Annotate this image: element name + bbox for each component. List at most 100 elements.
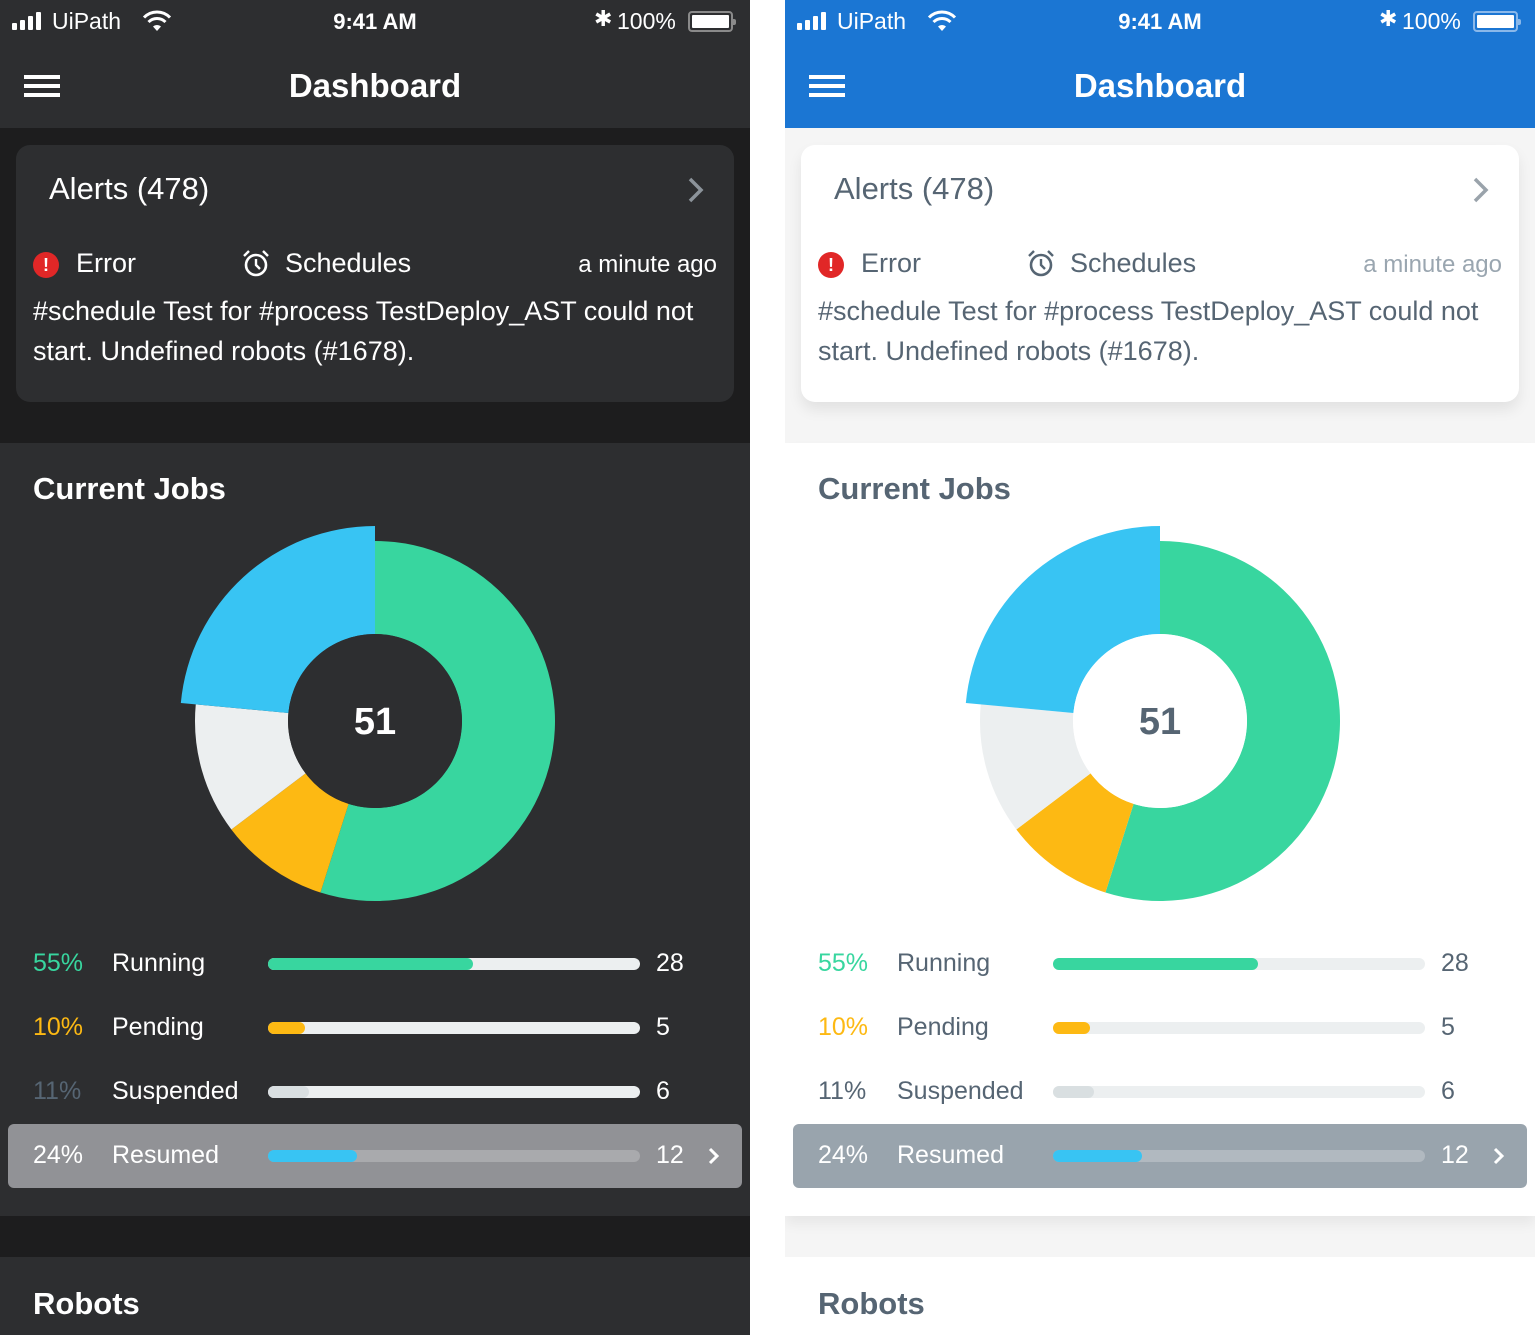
job-progress-bar bbox=[268, 1086, 640, 1098]
light-theme-screen: UiPath 9:41 AM ✱ 100% Dashboard Alerts (… bbox=[785, 0, 1535, 1335]
job-row-suspended[interactable]: 11% Suspended 6 bbox=[8, 1060, 742, 1124]
alert-category: Schedules bbox=[285, 248, 412, 278]
current-jobs-panel: Current Jobs 51 55% Running 28 10% Pending 5 1… bbox=[785, 443, 1535, 1216]
robots-title: Robots bbox=[818, 1286, 925, 1321]
alerts-card[interactable]: Alerts (478) ! Error Schedules a minute … bbox=[16, 145, 734, 402]
job-progress-fill bbox=[1053, 1086, 1094, 1098]
status-time: 9:41 AM bbox=[333, 9, 417, 34]
job-progress-bar bbox=[1053, 958, 1425, 970]
wifi-icon bbox=[142, 10, 172, 31]
alarm-clock-icon bbox=[243, 250, 269, 277]
dark-theme-screen: UiPath 9:41 AM ✱ 100% Dashboard Alerts (… bbox=[0, 0, 750, 1335]
robots-title: Robots bbox=[33, 1286, 140, 1321]
job-percent: 11% bbox=[818, 1077, 867, 1105]
alerts-card[interactable]: Alerts (478) ! Error Schedules a minute … bbox=[801, 145, 1519, 402]
job-row-pending[interactable]: 10% Pending 5 bbox=[793, 996, 1527, 1060]
job-percent: 10% bbox=[33, 1013, 84, 1041]
job-percent: 11% bbox=[33, 1077, 82, 1105]
job-percent: 55% bbox=[818, 949, 869, 977]
job-progress-fill bbox=[1053, 1022, 1091, 1034]
alert-category: Schedules bbox=[1070, 248, 1197, 278]
hamburger-menu-icon[interactable] bbox=[24, 73, 60, 99]
job-label: Suspended bbox=[897, 1077, 1024, 1105]
job-progress-bar bbox=[1053, 1022, 1425, 1034]
alert-meta: ! Error Schedules a minute ago bbox=[818, 247, 1502, 283]
job-row-resumed[interactable]: 24% Resumed 12 bbox=[793, 1124, 1527, 1188]
page-title: Dashboard bbox=[288, 67, 462, 104]
carrier-name: UiPath bbox=[52, 8, 122, 34]
donut-slice-suspended[interactable] bbox=[195, 704, 306, 830]
job-count: 5 bbox=[656, 1013, 670, 1041]
alert-severity: Error bbox=[76, 248, 136, 278]
job-percent: 24% bbox=[33, 1141, 84, 1169]
donut-slice-running[interactable] bbox=[1105, 541, 1340, 901]
job-label: Pending bbox=[897, 1013, 989, 1041]
error-icon: ! bbox=[818, 252, 844, 278]
job-label: Running bbox=[897, 949, 991, 977]
donut-slice-pending[interactable] bbox=[1016, 773, 1134, 893]
bluetooth-icon: ✱ bbox=[594, 6, 613, 31]
wifi-icon bbox=[927, 10, 957, 31]
signal-icon bbox=[12, 12, 41, 30]
donut-slice-pending[interactable] bbox=[231, 773, 349, 893]
job-count: 12 bbox=[656, 1141, 684, 1169]
donut-hole bbox=[288, 634, 462, 808]
error-icon: ! bbox=[33, 252, 59, 278]
job-progress-bar bbox=[268, 1150, 640, 1162]
job-label: Suspended bbox=[112, 1077, 239, 1105]
donut-total: 51 bbox=[1139, 701, 1181, 743]
job-row-resumed[interactable]: 24% Resumed 12 bbox=[8, 1124, 742, 1188]
nav-bar: Dashboard bbox=[0, 45, 750, 128]
chevron-right-icon[interactable] bbox=[686, 175, 706, 205]
job-progress-bar bbox=[1053, 1086, 1425, 1098]
status-bar: UiPath 9:41 AM ✱ 100% bbox=[0, 0, 750, 45]
job-row-suspended[interactable]: 11% Suspended 6 bbox=[793, 1060, 1527, 1124]
job-percent: 55% bbox=[33, 949, 84, 977]
job-row-running[interactable]: 55% Running 28 bbox=[8, 932, 742, 996]
page-title: Dashboard bbox=[1073, 67, 1247, 104]
job-progress-fill bbox=[268, 958, 473, 970]
signal-icon bbox=[797, 12, 826, 30]
alert-message: #schedule Test for #process TestDeploy_A… bbox=[818, 296, 1479, 366]
hamburger-menu-icon[interactable] bbox=[809, 73, 845, 99]
donut-slice-running[interactable] bbox=[320, 541, 555, 901]
current-jobs-panel: Current Jobs 51 55% Running 28 10% Pending 5 1… bbox=[0, 443, 750, 1216]
alert-time: a minute ago bbox=[1363, 251, 1502, 278]
job-progress-fill bbox=[268, 1022, 306, 1034]
job-count: 6 bbox=[1441, 1077, 1455, 1105]
alert-severity: Error bbox=[861, 248, 921, 278]
job-row-running[interactable]: 55% Running 28 bbox=[793, 932, 1527, 996]
chevron-right-icon[interactable] bbox=[1471, 175, 1491, 205]
chevron-right-icon[interactable] bbox=[1493, 1146, 1505, 1166]
battery-icon bbox=[688, 11, 736, 32]
current-jobs-title: Current Jobs bbox=[818, 471, 1011, 506]
chevron-right-icon[interactable] bbox=[708, 1146, 720, 1166]
job-label: Running bbox=[112, 949, 206, 977]
job-count: 28 bbox=[1441, 949, 1469, 977]
donut-slice-resumed[interactable] bbox=[180, 526, 375, 713]
status-time: 9:41 AM bbox=[1118, 9, 1202, 34]
nav-bar: Dashboard bbox=[785, 45, 1535, 128]
status-bar: UiPath 9:41 AM ✱ 100% bbox=[785, 0, 1535, 45]
job-row-pending[interactable]: 10% Pending 5 bbox=[8, 996, 742, 1060]
job-count: 6 bbox=[656, 1077, 670, 1105]
alerts-title: Alerts (478) bbox=[49, 171, 210, 206]
donut-slice-resumed[interactable] bbox=[965, 526, 1160, 713]
job-progress-bar bbox=[268, 1022, 640, 1034]
job-count: 5 bbox=[1441, 1013, 1455, 1041]
job-progress-fill bbox=[1053, 1150, 1143, 1162]
alert-meta: ! Error Schedules a minute ago bbox=[33, 247, 717, 283]
bluetooth-icon: ✱ bbox=[1379, 6, 1398, 31]
donut-hole bbox=[1073, 634, 1247, 808]
battery-percent: 100% bbox=[617, 8, 676, 34]
jobs-donut-chart: 51 bbox=[965, 526, 1340, 901]
current-jobs-title: Current Jobs bbox=[33, 471, 226, 506]
job-label: Pending bbox=[112, 1013, 204, 1041]
job-progress-fill bbox=[268, 1150, 358, 1162]
job-percent: 10% bbox=[818, 1013, 869, 1041]
job-count: 28 bbox=[656, 949, 684, 977]
job-percent: 24% bbox=[818, 1141, 869, 1169]
donut-slice-suspended[interactable] bbox=[980, 704, 1091, 830]
alerts-title: Alerts (478) bbox=[834, 171, 995, 206]
alert-message: #schedule Test for #process TestDeploy_A… bbox=[33, 296, 694, 366]
